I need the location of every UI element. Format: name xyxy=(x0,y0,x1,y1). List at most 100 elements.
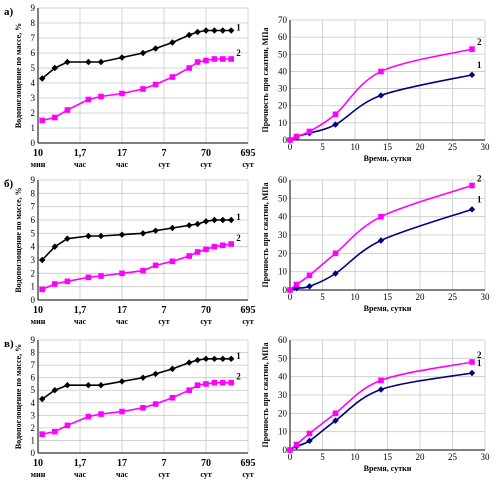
data-point-diamond xyxy=(219,27,226,34)
series-line-1 xyxy=(289,208,473,291)
x-category-unit: сут xyxy=(200,470,211,479)
x-tick-label: 30 xyxy=(481,292,491,302)
x-category-value: 17 xyxy=(117,148,127,159)
data-point-diamond xyxy=(139,230,147,237)
x-category-value: 1,7 xyxy=(74,148,87,159)
x-category-value: 70 xyxy=(201,148,211,159)
data-point-diamond xyxy=(186,222,193,229)
y-tick-label: 5 xyxy=(31,63,36,73)
data-point-square xyxy=(169,74,176,80)
series-line-1 xyxy=(289,372,473,451)
y-tick-label: 60 xyxy=(278,335,288,345)
data-point-diamond xyxy=(139,374,147,381)
x-tick-label: 20 xyxy=(416,452,426,462)
x-tick-label: 0 xyxy=(288,292,293,302)
data-point-square xyxy=(306,430,313,437)
y-tick-label: 6 xyxy=(31,373,36,383)
data-point-square xyxy=(140,86,146,92)
data-point-square xyxy=(332,250,339,257)
x-category-unit: сут xyxy=(158,160,169,169)
y-tick-label: 6 xyxy=(31,48,36,58)
x-tick-label: 0 xyxy=(288,142,293,152)
y-axis-title: Водопоглощение по массе, % xyxy=(14,344,23,449)
x-category-value: 695 xyxy=(241,148,256,159)
x-category-value: 1,7 xyxy=(74,305,87,316)
data-point-square xyxy=(119,408,125,415)
data-point-diamond xyxy=(51,243,58,250)
y-tick-label: 30 xyxy=(278,84,288,94)
y-tick-label: 0 xyxy=(283,285,288,295)
data-point-diamond xyxy=(228,216,235,224)
x-category-unit: час xyxy=(74,470,87,479)
data-point-diamond xyxy=(152,370,159,378)
series-label: 2 xyxy=(477,37,482,47)
data-point-diamond xyxy=(468,206,476,213)
y-tick-label: 3 xyxy=(31,93,36,103)
data-point-square xyxy=(220,56,226,62)
chart-panel-1: 012345678910мин1,7час17час7сут70сут695су… xyxy=(4,3,256,169)
x-axis-title: Время, сутки xyxy=(364,464,412,473)
series-2: 2 xyxy=(287,174,482,293)
x-tick-label: 20 xyxy=(416,142,426,152)
y-tick-label: 1 xyxy=(31,435,36,445)
data-point-diamond xyxy=(377,237,385,244)
data-point-square xyxy=(203,381,209,387)
data-point-square xyxy=(194,59,201,65)
y-tick-label: 2 xyxy=(31,108,36,118)
data-point-diamond xyxy=(228,27,235,34)
y-tick-label: 8 xyxy=(31,348,36,358)
data-point-square xyxy=(140,267,146,274)
y-tick-label: 9 xyxy=(31,175,36,185)
data-point-square xyxy=(39,286,45,293)
data-point-square xyxy=(211,243,218,250)
x-tick-label: 15 xyxy=(383,142,393,152)
series-line-1 xyxy=(289,74,473,141)
y-tick-label: 7 xyxy=(31,202,36,212)
y-tick-label: 50 xyxy=(278,193,288,203)
y-tick-label: 4 xyxy=(31,78,36,88)
data-point-diamond xyxy=(332,417,339,424)
x-category-unit: час xyxy=(74,160,87,169)
y-tick-label: 2 xyxy=(31,423,36,433)
data-point-square xyxy=(85,96,92,103)
data-point-square xyxy=(52,114,58,121)
y-tick-label: 40 xyxy=(278,372,288,382)
data-point-diamond xyxy=(306,283,313,290)
data-point-square xyxy=(228,241,234,247)
x-category-unit: мин xyxy=(31,317,46,326)
data-point-diamond xyxy=(186,359,193,366)
series-line-2 xyxy=(289,361,473,451)
x-category-value: 10 xyxy=(33,458,43,469)
data-point-diamond xyxy=(152,227,159,234)
data-point-square xyxy=(39,117,45,124)
data-point-square xyxy=(194,249,201,255)
data-point-square xyxy=(64,278,71,285)
data-point-diamond xyxy=(118,378,126,385)
y-tick-label: 10 xyxy=(278,427,288,437)
y-axis-title: Прочность при сжатии, MПа xyxy=(261,27,270,132)
data-point-diamond xyxy=(39,256,46,264)
series-2: 2 xyxy=(39,372,241,437)
x-category-unit: час xyxy=(116,470,129,479)
series-label: 1 xyxy=(236,212,241,222)
chart-panel-6: 0 10 20 30 40 50 60 0 5 10 15 20 25 30 Время, сутки Про… xyxy=(261,335,490,473)
data-point-diamond xyxy=(118,54,126,61)
x-category-value: 17 xyxy=(117,458,127,469)
data-point-square xyxy=(469,359,475,365)
x-axis-title: Время, сутки xyxy=(364,304,412,313)
y-tick-label: 8 xyxy=(31,188,36,198)
series-line-2 xyxy=(41,243,232,291)
data-point-square xyxy=(39,431,45,437)
data-point-diamond xyxy=(332,121,339,128)
data-point-square xyxy=(306,272,313,279)
x-category-unit: сут xyxy=(200,317,211,326)
data-point-square xyxy=(140,405,146,411)
data-point-square xyxy=(378,68,384,75)
y-tick-label: 40 xyxy=(278,212,288,222)
data-point-diamond xyxy=(169,39,176,46)
series-label: 1 xyxy=(477,358,482,368)
data-point-square xyxy=(152,262,159,269)
data-point-square xyxy=(293,281,300,288)
data-point-diamond xyxy=(194,220,201,228)
data-point-square xyxy=(211,56,218,62)
